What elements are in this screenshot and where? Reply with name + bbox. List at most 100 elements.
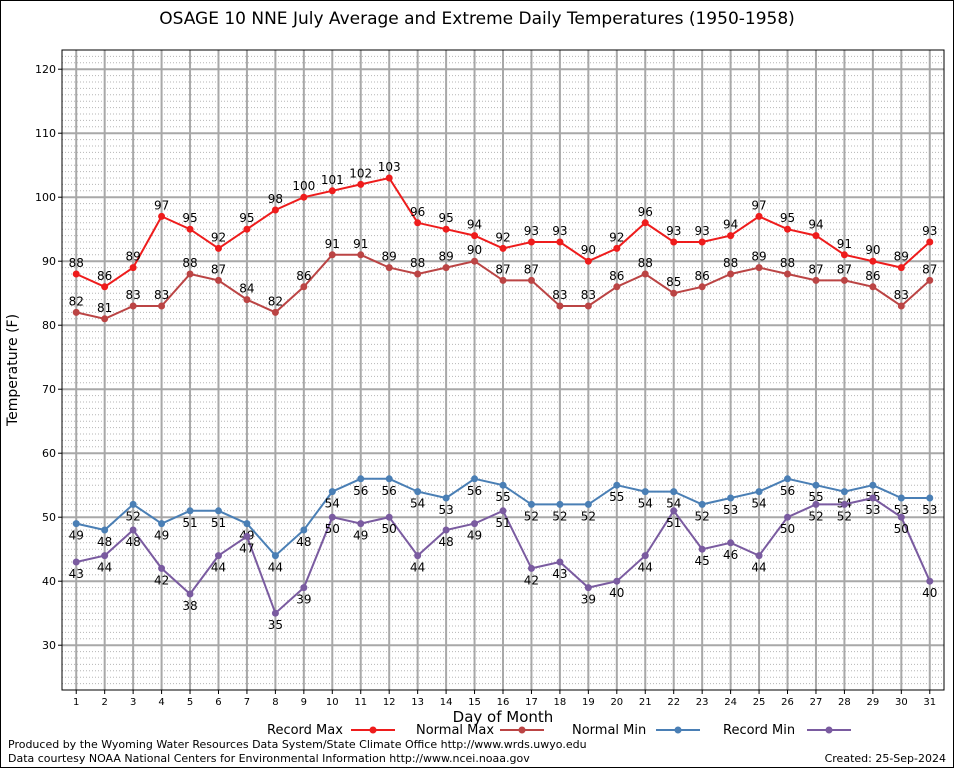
x-tick-label: 9	[301, 697, 307, 708]
x-tick-label: 12	[383, 697, 396, 708]
data-point	[527, 238, 535, 246]
data-point	[186, 270, 194, 278]
series-record-max: 88 86 89 97 95 92 95 98 100 101 102 103 96 95 94 92 93 93…	[69, 160, 937, 291]
data-point	[385, 475, 393, 483]
data-point	[158, 564, 166, 572]
data-point	[641, 219, 649, 227]
legend-marker	[674, 726, 682, 734]
data-point	[926, 577, 934, 585]
data-label: 52	[808, 509, 823, 523]
data-point	[727, 270, 735, 278]
legend-label: Record Max	[267, 723, 343, 738]
data-point	[584, 500, 592, 508]
data-point	[214, 552, 222, 560]
data-label: 51	[666, 516, 681, 530]
data-point	[897, 302, 905, 310]
data-label: 90	[467, 243, 482, 257]
data-label: 52	[837, 509, 852, 523]
data-point	[755, 552, 763, 560]
data-point	[442, 494, 450, 502]
data-point	[243, 532, 251, 540]
data-point	[869, 481, 877, 489]
data-label: 40	[922, 586, 937, 600]
data-point	[101, 526, 109, 534]
data-point	[414, 488, 422, 496]
data-label: 43	[69, 567, 84, 581]
data-label: 42	[524, 573, 539, 587]
data-point	[243, 225, 251, 233]
x-tick-label: 16	[497, 697, 510, 708]
data-label: 94	[723, 218, 738, 232]
data-label: 48	[97, 535, 112, 549]
y-tick-label: 30	[42, 639, 56, 652]
x-tick-label: 30	[895, 697, 908, 708]
data-label: 97	[751, 198, 766, 212]
data-point	[755, 488, 763, 496]
data-label: 49	[154, 529, 169, 543]
data-point	[72, 520, 80, 528]
x-tick-label: 17	[525, 697, 538, 708]
data-label: 86	[695, 269, 710, 283]
data-label: 88	[723, 256, 738, 270]
data-label: 97	[154, 198, 169, 212]
data-label: 93	[922, 224, 937, 238]
data-point	[243, 520, 251, 528]
data-point	[784, 270, 792, 278]
data-label: 90	[581, 243, 596, 257]
data-label: 87	[524, 262, 539, 276]
data-point	[499, 276, 507, 284]
data-label: 48	[125, 535, 140, 549]
x-tick-label: 1	[73, 697, 79, 708]
data-point	[527, 564, 535, 572]
x-tick-label: 3	[130, 697, 136, 708]
data-point	[926, 276, 934, 284]
data-point	[271, 552, 279, 560]
data-courtesy-credit: Data courtesy NOAA National Centers for …	[8, 752, 530, 765]
data-label: 56	[353, 484, 368, 498]
data-label: 44	[638, 561, 653, 575]
data-label: 54	[638, 497, 653, 511]
data-point	[101, 315, 109, 323]
x-tick-label: 8	[272, 697, 278, 708]
data-point	[584, 257, 592, 265]
data-label: 50	[894, 522, 909, 536]
x-tick-label: 4	[158, 697, 164, 708]
data-point	[869, 494, 877, 502]
data-point	[328, 251, 336, 259]
data-point	[471, 232, 479, 240]
data-label: 83	[125, 288, 140, 302]
x-tick-label: 5	[187, 697, 193, 708]
series-layer: 88 86 89 97 95 92 95 98 100 101 102 103 96 95 94 92 93 93…	[69, 160, 938, 632]
data-label: 56	[382, 484, 397, 498]
data-point	[727, 494, 735, 502]
data-point	[584, 302, 592, 310]
data-point	[357, 520, 365, 528]
data-point	[72, 308, 80, 316]
data-label: 38	[182, 599, 197, 613]
y-tick-label: 60	[42, 447, 56, 460]
data-label: 51	[211, 516, 226, 530]
data-point	[129, 302, 137, 310]
data-point	[129, 264, 137, 272]
data-point	[101, 283, 109, 291]
data-label: 94	[467, 218, 482, 232]
data-point	[556, 238, 564, 246]
data-label: 89	[894, 250, 909, 264]
data-point	[670, 289, 678, 297]
plot-border	[61, 49, 945, 691]
data-point	[158, 212, 166, 220]
data-point	[158, 302, 166, 310]
x-tick-label: 13	[411, 697, 424, 708]
data-label: 54	[751, 497, 766, 511]
data-label: 56	[467, 484, 482, 498]
data-point	[129, 526, 137, 534]
data-point	[698, 238, 706, 246]
data-point	[385, 513, 393, 521]
data-label: 86	[609, 269, 624, 283]
data-point	[214, 507, 222, 515]
chart-title: OSAGE 10 NNE July Average and Extreme Da…	[159, 9, 795, 29]
data-label: 49	[69, 529, 84, 543]
data-point	[840, 251, 848, 259]
y-tick-label: 70	[42, 383, 56, 396]
